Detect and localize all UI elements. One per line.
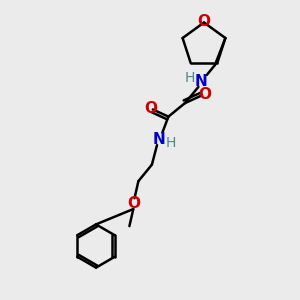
Text: H: H (166, 136, 176, 150)
Text: N: N (194, 74, 207, 89)
Text: O: O (197, 14, 211, 28)
Text: O: O (128, 196, 140, 211)
Text: N: N (153, 132, 166, 147)
Text: O: O (144, 101, 157, 116)
Text: O: O (198, 87, 211, 102)
Text: H: H (185, 71, 195, 85)
